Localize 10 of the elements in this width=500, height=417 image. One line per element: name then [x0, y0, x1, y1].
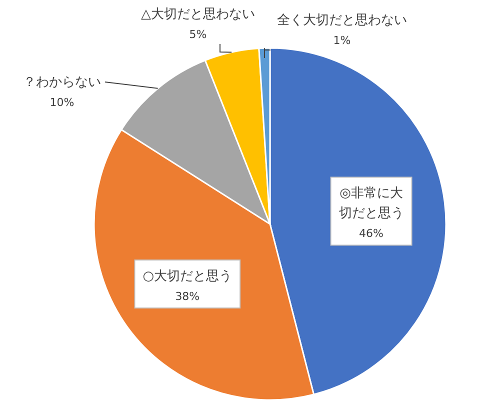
data-label: 1% [333, 34, 351, 47]
slice-label: △大切だと思わない [141, 7, 255, 22]
data-label: 10% [50, 96, 74, 109]
data-label: 38% [175, 290, 200, 303]
slice-label: ？わからない [23, 75, 101, 90]
slice-label: ◎非常に大切だと思う [338, 186, 404, 222]
slice-label: ○大切だと思う [142, 269, 232, 284]
data-label: 5% [189, 28, 207, 41]
data-label: 46% [359, 227, 384, 240]
slice-label: 全く大切だと思わない [277, 13, 407, 28]
